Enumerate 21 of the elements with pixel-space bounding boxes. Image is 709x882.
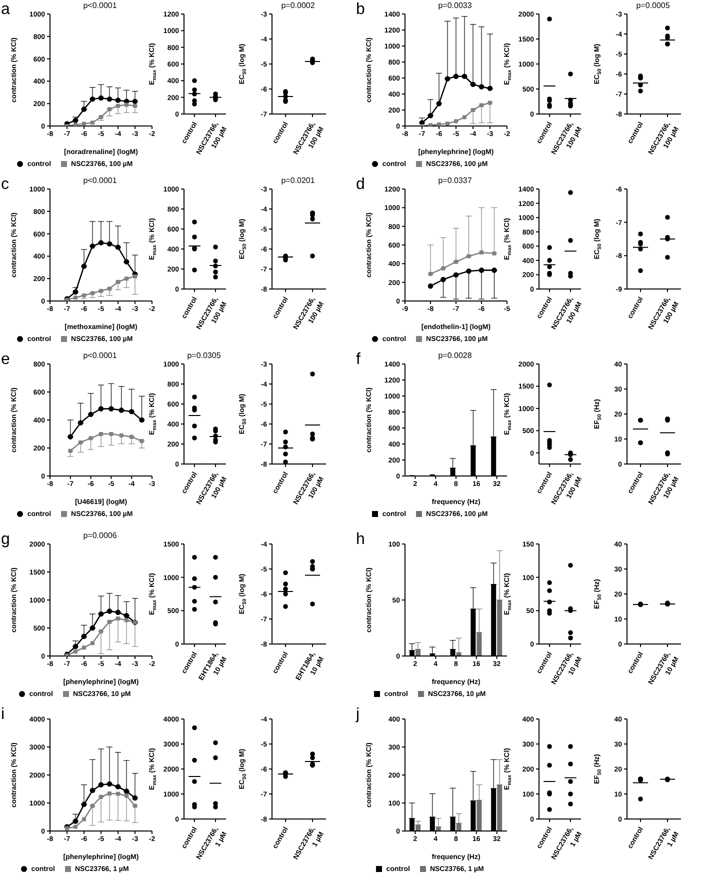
text: g xyxy=(1,531,10,549)
chart-title: p<0.0001 xyxy=(82,351,118,361)
text: a xyxy=(1,1,10,19)
text: b xyxy=(356,1,365,19)
chart-title: p=0.0033 xyxy=(437,1,473,11)
chart-title: p=0.0337 xyxy=(437,176,473,186)
text: e xyxy=(1,351,10,369)
chart-title: p=0.0305 xyxy=(186,351,222,361)
text: j xyxy=(356,706,360,724)
text: c xyxy=(1,176,9,194)
chart-title: p=0.0201 xyxy=(280,176,316,186)
text: f xyxy=(356,351,360,369)
text: i xyxy=(1,706,5,724)
chart-title: p=0.0005 xyxy=(635,1,671,11)
chart-title: p<0.0001 xyxy=(82,1,118,11)
chart-title: p=0.0028 xyxy=(437,351,473,361)
text: h xyxy=(356,531,365,549)
chart-title: p=0.0006 xyxy=(82,531,118,541)
text: d xyxy=(356,176,365,194)
chart-title: p=0.0002 xyxy=(280,1,316,11)
chart-title: p<0.0001 xyxy=(82,176,118,186)
